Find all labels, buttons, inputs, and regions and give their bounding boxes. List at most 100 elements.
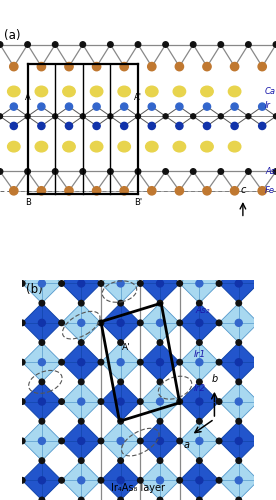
Circle shape xyxy=(230,62,239,70)
Polygon shape xyxy=(219,460,258,500)
Circle shape xyxy=(25,42,30,48)
Circle shape xyxy=(218,42,224,48)
Text: (b): (b) xyxy=(26,284,43,296)
Circle shape xyxy=(19,280,25,286)
Text: As₂: As₂ xyxy=(196,306,210,314)
Circle shape xyxy=(19,438,25,444)
Circle shape xyxy=(216,360,222,365)
Circle shape xyxy=(197,300,202,306)
Circle shape xyxy=(190,42,196,48)
Circle shape xyxy=(52,42,58,48)
Ellipse shape xyxy=(229,142,241,152)
Circle shape xyxy=(78,379,84,384)
Text: Ir2: Ir2 xyxy=(193,384,206,394)
Circle shape xyxy=(117,438,124,444)
Circle shape xyxy=(176,103,183,110)
Circle shape xyxy=(218,168,224,174)
Circle shape xyxy=(246,168,251,174)
Circle shape xyxy=(137,360,143,365)
Circle shape xyxy=(59,438,64,444)
Polygon shape xyxy=(180,303,219,343)
Polygon shape xyxy=(101,342,140,382)
Circle shape xyxy=(196,477,203,484)
Circle shape xyxy=(246,42,251,48)
Circle shape xyxy=(236,379,242,384)
Circle shape xyxy=(236,300,242,306)
Circle shape xyxy=(258,62,266,70)
Polygon shape xyxy=(180,342,219,382)
Circle shape xyxy=(175,186,184,195)
Circle shape xyxy=(59,280,64,286)
Polygon shape xyxy=(22,382,62,422)
Polygon shape xyxy=(180,382,219,422)
Circle shape xyxy=(157,497,163,500)
Circle shape xyxy=(235,320,242,326)
Polygon shape xyxy=(140,460,180,500)
Text: (a): (a) xyxy=(4,30,21,43)
Circle shape xyxy=(78,280,85,287)
Circle shape xyxy=(137,399,143,404)
Circle shape xyxy=(156,358,163,366)
Circle shape xyxy=(163,42,168,48)
Circle shape xyxy=(19,320,25,326)
Polygon shape xyxy=(180,264,219,303)
Text: b: b xyxy=(211,374,217,384)
Circle shape xyxy=(163,114,168,119)
Text: B': B' xyxy=(134,198,142,206)
Circle shape xyxy=(78,358,85,366)
Circle shape xyxy=(197,458,202,464)
Polygon shape xyxy=(140,422,180,461)
Ellipse shape xyxy=(35,142,48,152)
Circle shape xyxy=(246,114,251,119)
Circle shape xyxy=(39,340,45,345)
Circle shape xyxy=(10,62,18,70)
Circle shape xyxy=(135,42,141,48)
Circle shape xyxy=(135,168,141,174)
Circle shape xyxy=(52,168,58,174)
Circle shape xyxy=(118,340,123,345)
Polygon shape xyxy=(22,422,62,461)
Polygon shape xyxy=(101,422,140,461)
Circle shape xyxy=(236,458,242,464)
Circle shape xyxy=(80,42,86,48)
Circle shape xyxy=(98,438,104,444)
Circle shape xyxy=(38,477,45,484)
Polygon shape xyxy=(140,342,180,382)
Circle shape xyxy=(148,186,156,195)
Circle shape xyxy=(196,438,203,444)
Circle shape xyxy=(203,122,211,130)
Circle shape xyxy=(80,168,86,174)
Circle shape xyxy=(59,360,64,365)
Circle shape xyxy=(53,114,58,119)
Circle shape xyxy=(148,103,155,110)
Circle shape xyxy=(38,438,45,444)
Circle shape xyxy=(78,300,84,306)
Polygon shape xyxy=(219,342,258,382)
Polygon shape xyxy=(180,460,219,500)
Polygon shape xyxy=(140,303,180,343)
Circle shape xyxy=(157,300,163,306)
Circle shape xyxy=(218,114,223,119)
Text: As: As xyxy=(265,167,275,176)
Circle shape xyxy=(121,103,128,110)
Ellipse shape xyxy=(146,86,158,97)
Circle shape xyxy=(231,122,238,130)
Circle shape xyxy=(65,186,73,195)
Circle shape xyxy=(92,62,101,70)
Circle shape xyxy=(37,62,46,70)
Circle shape xyxy=(236,418,242,424)
Circle shape xyxy=(118,458,123,464)
Circle shape xyxy=(118,300,123,306)
Circle shape xyxy=(156,477,163,484)
Polygon shape xyxy=(180,422,219,461)
Circle shape xyxy=(0,114,2,119)
Circle shape xyxy=(197,418,202,424)
Circle shape xyxy=(196,398,203,405)
Circle shape xyxy=(98,320,104,326)
Circle shape xyxy=(39,458,45,464)
Circle shape xyxy=(235,477,242,484)
Circle shape xyxy=(25,168,30,174)
Ellipse shape xyxy=(8,86,20,97)
Text: a: a xyxy=(184,440,190,450)
Circle shape xyxy=(78,398,85,405)
